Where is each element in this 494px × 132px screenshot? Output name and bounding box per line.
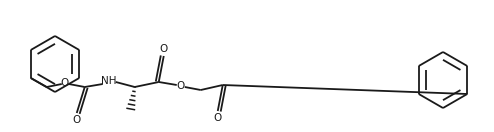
Text: NH: NH	[101, 76, 117, 86]
Text: O: O	[160, 44, 168, 54]
Text: O: O	[177, 81, 185, 91]
Text: O: O	[213, 113, 222, 123]
Text: O: O	[73, 115, 81, 125]
Text: O: O	[61, 78, 69, 88]
